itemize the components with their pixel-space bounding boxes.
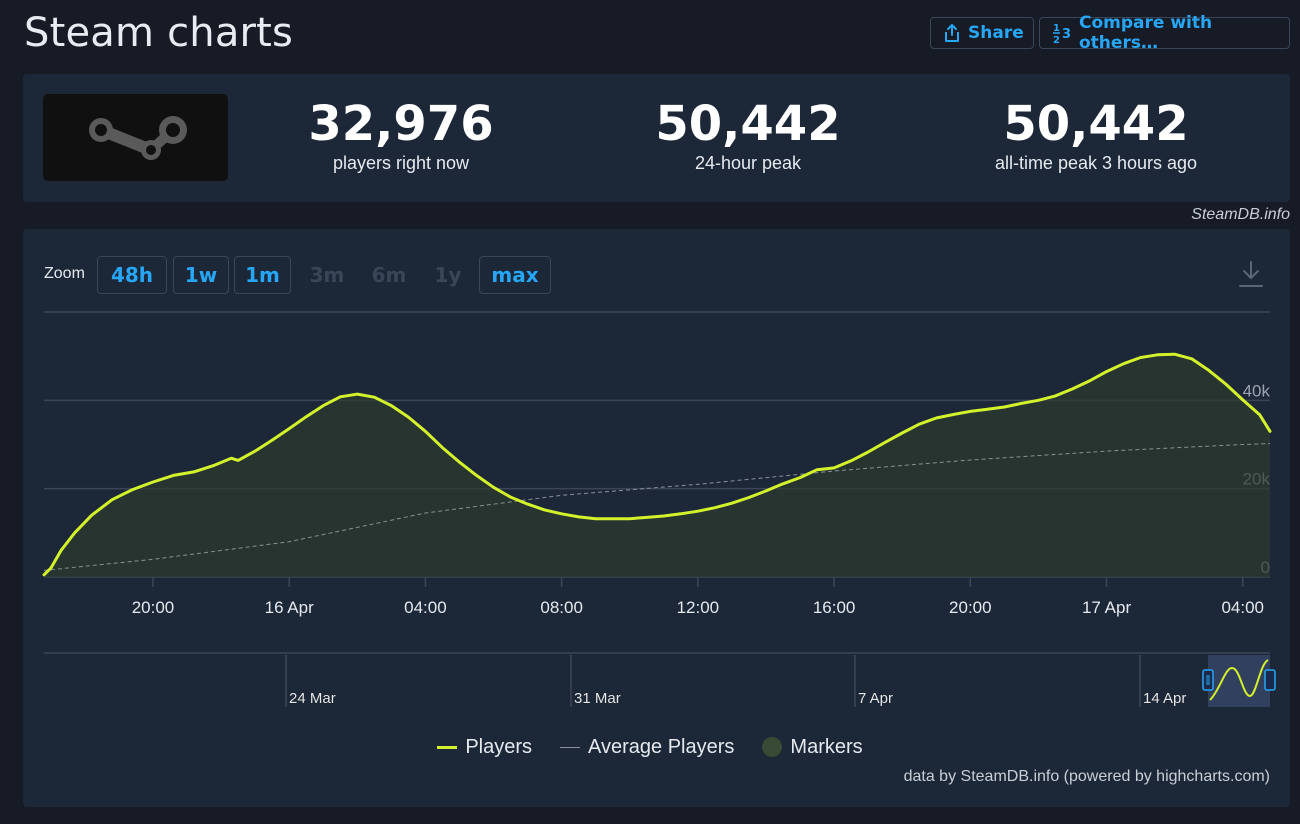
- stats-panel: 32,976 players right now 50,442 24-hour …: [23, 74, 1290, 202]
- zoom-6m-button: 6m: [371, 263, 407, 287]
- stat-label: players right now: [332, 153, 470, 173]
- x-tick-label: 12:00: [677, 598, 720, 617]
- navigator-tick-label: 24 Mar: [289, 690, 336, 707]
- steamdb-credit[interactable]: SteamDB.info: [1191, 206, 1290, 223]
- zoom-1w-button[interactable]: 1w: [173, 256, 229, 294]
- legend-players-swatch: [437, 745, 458, 749]
- navigator-range-mask[interactable]: [1208, 655, 1270, 707]
- legend-average-label: Average Players: [588, 735, 735, 758]
- legend-item-markers[interactable]: Markers: [762, 735, 863, 759]
- legend-item-players[interactable]: Players: [437, 736, 532, 759]
- navigator-ticks: 24 Mar 31 Mar 7 Apr 14 Apr: [285, 655, 1187, 707]
- navigator[interactable]: 24 Mar 31 Mar 7 Apr 14 Apr: [44, 652, 1276, 707]
- legend-players-label: Players: [465, 735, 533, 758]
- x-tick-label: 20:00: [132, 598, 175, 617]
- stat-label: all-time peak 3 hours ago: [994, 153, 1198, 173]
- svg-text:3: 3: [1062, 27, 1071, 42]
- zoom-1m-button[interactable]: 1m: [234, 256, 291, 294]
- x-axis-labels: 20:00 16 Apr 04:00 08:00 12:00 16:00 20:00 17 A…: [132, 598, 1264, 617]
- zoom-1y-button: 1y: [434, 263, 462, 287]
- stat-value: 50,442: [655, 96, 841, 152]
- x-tick-label: 16 Apr: [265, 598, 314, 617]
- x-tick-label: 08:00: [540, 598, 583, 617]
- y-tick-label: 40k: [1243, 381, 1271, 400]
- stat-value: 50,442: [1003, 96, 1189, 152]
- stat-all-time-peak: 50,442 all-time peak 3 hours ago: [958, 96, 1234, 174]
- fraction-icon: 1 2 3: [1052, 22, 1072, 44]
- svg-text:2: 2: [1053, 35, 1060, 44]
- legend-average-swatch: [560, 746, 581, 748]
- stat-current-players: 32,976 players right now: [276, 96, 526, 174]
- app-logo: [43, 94, 228, 181]
- navigator-left-handle[interactable]: [1202, 669, 1214, 691]
- navigator-tick-label: 14 Apr: [1143, 690, 1186, 707]
- steam-logo-icon: [88, 115, 187, 160]
- average-players-line: [43, 443, 1271, 571]
- stat-label: 24-hour peak: [694, 153, 802, 173]
- players-area-fill: [44, 354, 1270, 577]
- x-axis-ticks: [152, 577, 1244, 587]
- stat-value: 32,976: [308, 96, 494, 152]
- share-button[interactable]: Share: [930, 17, 1034, 49]
- x-tick-label: 04:00: [404, 598, 447, 617]
- stat-24h-peak: 50,442 24-hour peak: [623, 96, 873, 174]
- compare-button[interactable]: 1 2 3 Compare with others…: [1039, 13, 1290, 53]
- x-tick-label: 17 Apr: [1082, 598, 1131, 617]
- zoom-3m-button: 3m: [309, 263, 345, 287]
- page-title: Steam charts: [24, 10, 294, 56]
- navigator-tick-label: 31 Mar: [574, 690, 621, 707]
- svg-text:1: 1: [1053, 23, 1060, 34]
- x-tick-label: 16:00: [813, 598, 856, 617]
- share-icon: [943, 23, 961, 43]
- players-line: [42, 352, 1272, 577]
- header: Steam charts Share 1 2 3 Compare with ot…: [0, 0, 1300, 70]
- download-icon[interactable]: [1238, 259, 1264, 289]
- zoom-label: Zoom: [44, 265, 85, 282]
- x-tick-label: 20:00: [949, 598, 992, 617]
- zoom-max-button[interactable]: max: [479, 256, 551, 294]
- legend-item-average[interactable]: Average Players: [560, 736, 734, 759]
- navigator-series: [1209, 659, 1269, 701]
- compare-label: Compare with others…: [1079, 13, 1213, 53]
- share-label: Share: [968, 23, 1024, 43]
- legend-markers-swatch: [762, 737, 783, 757]
- navigator-tick-label: 7 Apr: [858, 690, 893, 707]
- footer-credit[interactable]: data by SteamDB.info (powered by highcha…: [903, 768, 1270, 785]
- navigator-right-handle[interactable]: [1264, 669, 1276, 691]
- zoom-48h-button[interactable]: 48h: [97, 256, 167, 294]
- x-tick-label: 04:00: [1221, 598, 1264, 617]
- legend-markers-label: Markers: [790, 735, 863, 758]
- chart-legend: Players Average Players Markers: [0, 733, 1300, 761]
